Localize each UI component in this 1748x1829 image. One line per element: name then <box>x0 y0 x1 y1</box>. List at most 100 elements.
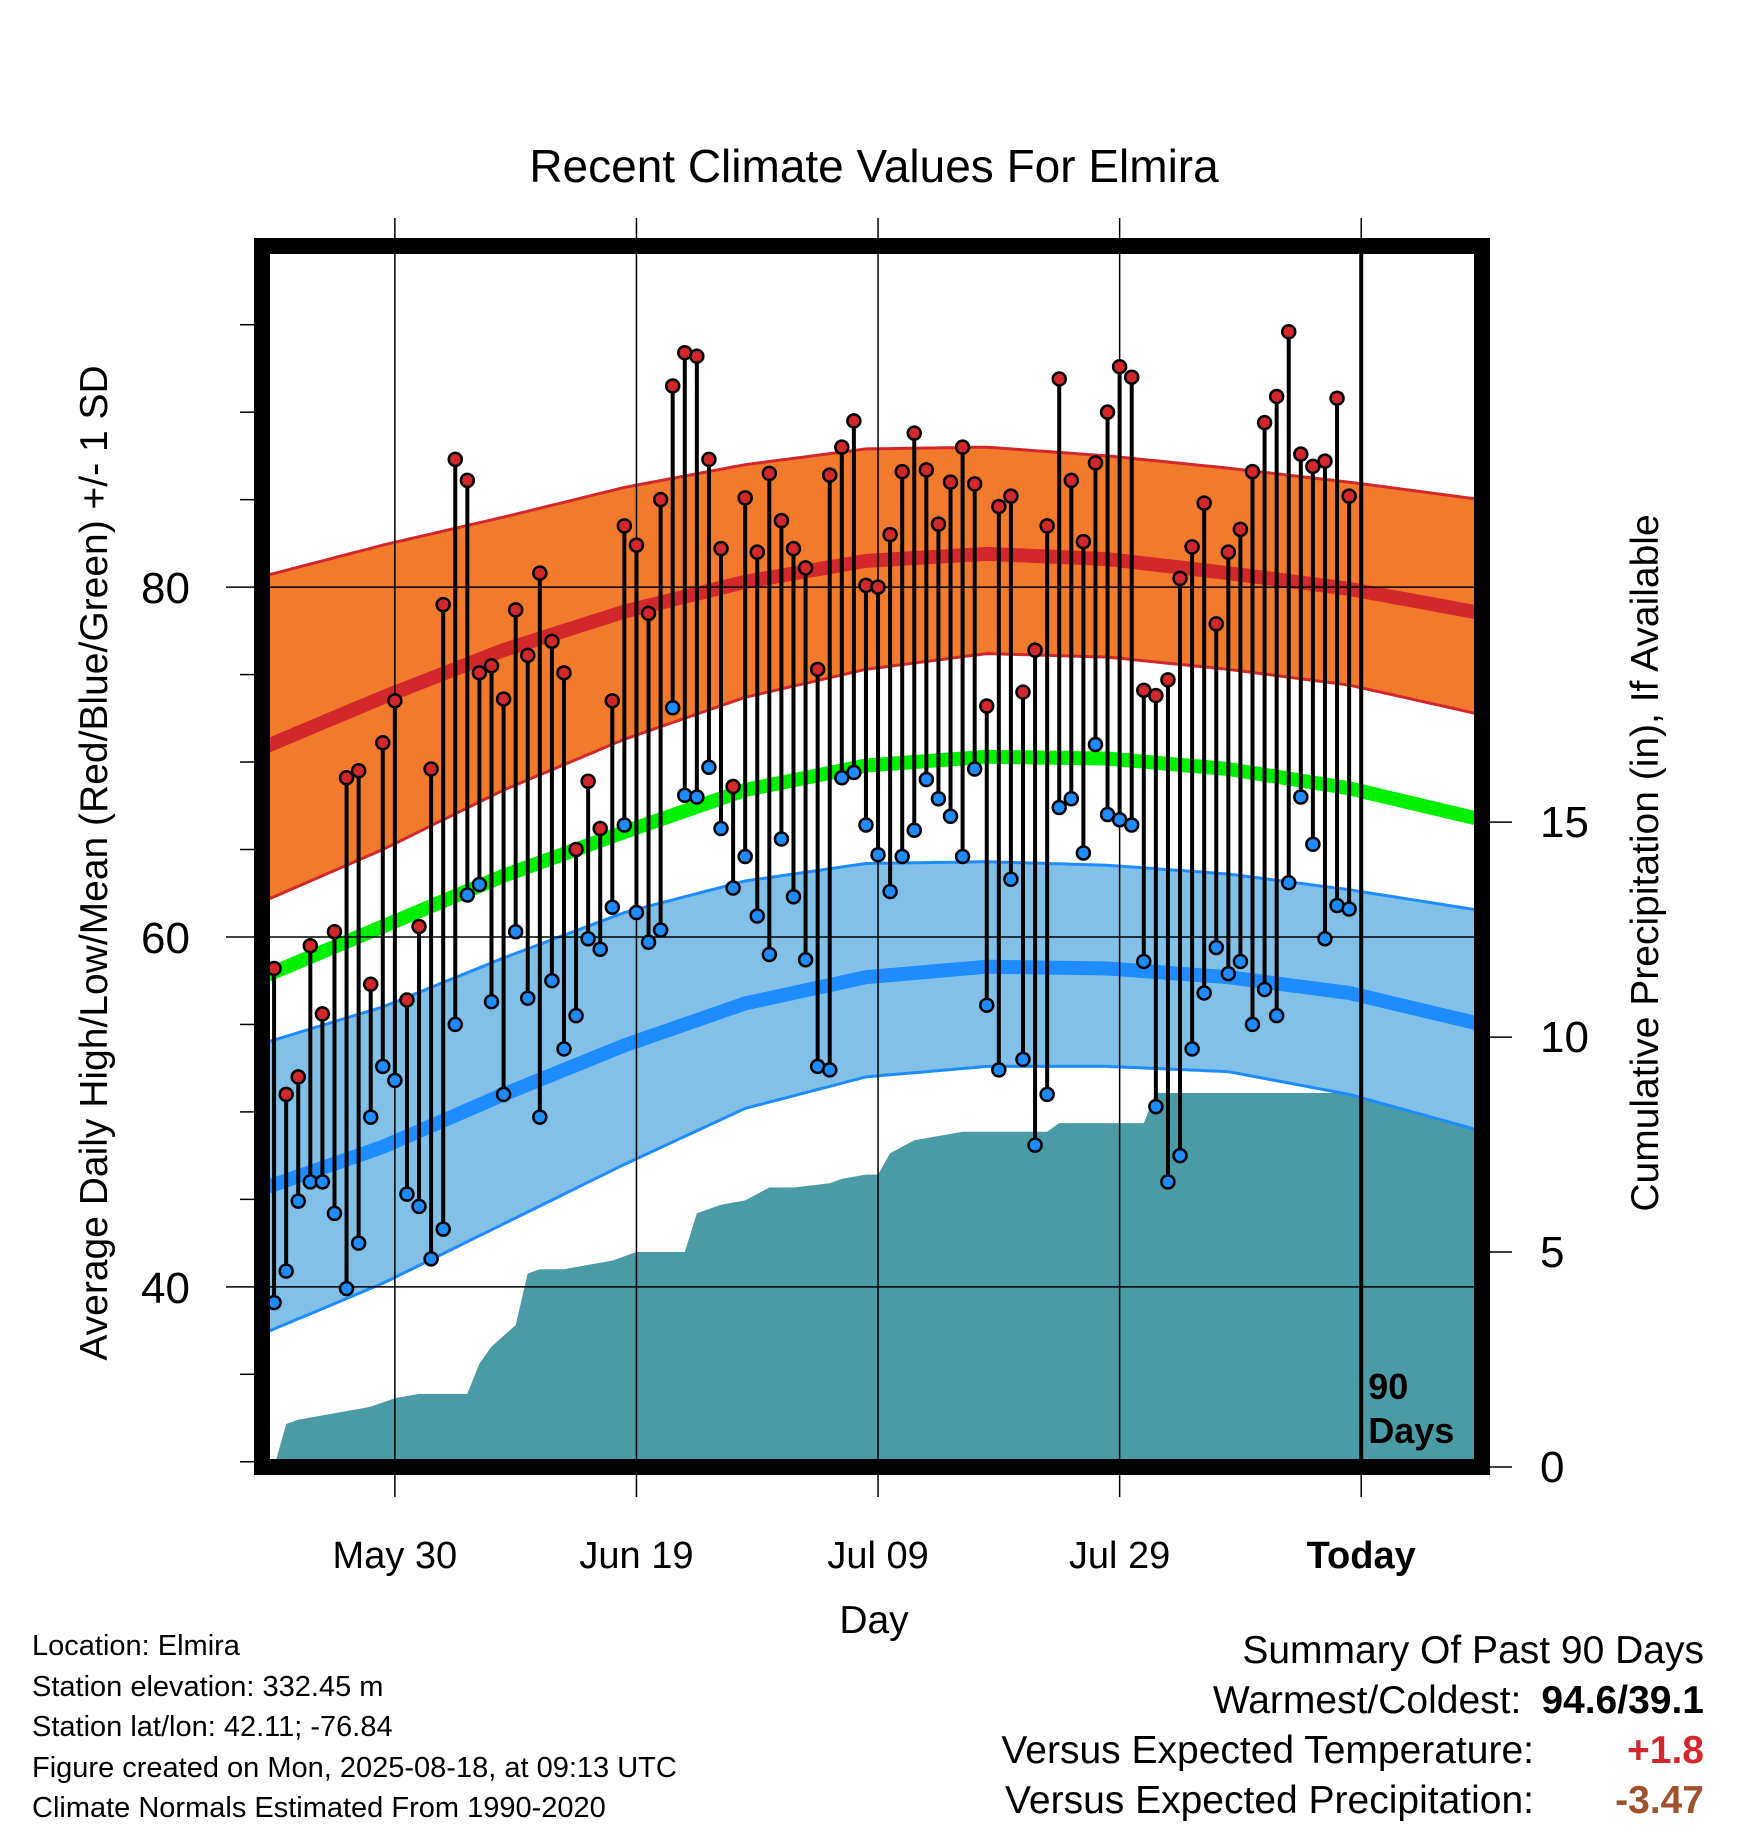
high-point <box>1244 463 1261 480</box>
low-point <box>1256 981 1273 998</box>
warmest-coldest-value: 94.6/39.1 <box>1541 1679 1704 1722</box>
high-point <box>1087 455 1104 471</box>
low-point <box>1208 939 1225 956</box>
high-point <box>519 647 536 664</box>
low-point <box>713 820 729 837</box>
high-point <box>870 579 886 595</box>
high-point <box>1148 687 1164 704</box>
low-point <box>278 1263 294 1279</box>
high-point <box>979 698 995 714</box>
created-text: Figure created on Mon, 2025-08-18, at 09… <box>32 1751 677 1784</box>
low-point <box>1063 791 1080 807</box>
latlon-text: Station lat/lon: 42.11; -76.84 <box>32 1711 393 1743</box>
high-point <box>507 602 524 618</box>
y-axis-label: Average Daily High/Low/Mean (Red/Blue/Gr… <box>73 365 116 1360</box>
low-point <box>628 904 645 921</box>
low-point <box>544 972 560 989</box>
y2-tick-label: 10 <box>1540 1013 1589 1062</box>
low-point <box>471 876 488 893</box>
high-point <box>725 778 741 795</box>
high-point <box>1268 388 1285 405</box>
high-point <box>1196 495 1212 511</box>
high-point <box>991 498 1007 515</box>
low-point <box>483 993 500 1010</box>
high-point <box>302 937 319 954</box>
low-point <box>387 1072 403 1089</box>
low-point <box>858 817 874 833</box>
low-point <box>447 1016 464 1033</box>
days-marker-label: 90 <box>1368 1366 1408 1407</box>
low-point <box>519 990 536 1006</box>
low-point <box>1317 930 1333 947</box>
normals-text: Climate Normals Estimated From 1990-2020 <box>32 1792 606 1824</box>
high-point <box>882 526 898 543</box>
high-point <box>834 439 850 455</box>
low-point <box>870 847 886 863</box>
high-point <box>1099 404 1116 420</box>
high-point <box>387 693 403 709</box>
x-tick-label: Today <box>1307 1535 1416 1577</box>
low-point <box>604 899 621 915</box>
high-point <box>1063 472 1080 489</box>
low-point <box>749 908 765 924</box>
high-point <box>749 544 765 560</box>
high-point <box>375 735 391 751</box>
low-point <box>1341 901 1357 917</box>
high-point <box>290 1069 306 1085</box>
low-point <box>507 923 524 940</box>
y-tick-label: 80 <box>141 564 190 613</box>
low-point <box>338 1280 355 1297</box>
high-point <box>411 918 427 935</box>
low-point <box>1184 1041 1200 1057</box>
high-point <box>1075 533 1092 550</box>
high-point <box>846 413 862 429</box>
high-point <box>423 761 439 777</box>
high-point <box>1160 672 1176 688</box>
high-point <box>338 770 355 786</box>
low-point <box>1039 1086 1055 1103</box>
low-point <box>435 1221 451 1237</box>
low-point <box>882 883 898 900</box>
high-point <box>604 693 621 709</box>
low-point <box>592 941 608 957</box>
low-point <box>399 1186 415 1202</box>
low-point <box>1123 817 1140 833</box>
low-point <box>362 1109 379 1125</box>
low-point <box>991 1062 1007 1078</box>
low-point <box>568 1007 584 1024</box>
y-tick-label: 60 <box>141 914 190 963</box>
low-point <box>701 759 717 776</box>
low-upper-edge <box>262 860 1482 1046</box>
low-lower-edge <box>262 1064 1482 1336</box>
high-point <box>592 820 608 837</box>
y2-axis-label: Cumulative Precipitation (in), If Availa… <box>1624 514 1667 1211</box>
high-point <box>1184 539 1200 555</box>
low-point <box>532 1109 548 1125</box>
high-point <box>459 472 476 489</box>
high-point <box>580 773 596 790</box>
low-point <box>942 808 959 825</box>
x-tick-label: Jul 09 <box>827 1535 928 1577</box>
low-point <box>1160 1174 1176 1190</box>
low-point <box>906 822 923 839</box>
high-point <box>1232 521 1249 538</box>
low-point <box>737 848 753 865</box>
low-point <box>979 997 995 1013</box>
y2-tick-label: 15 <box>1540 798 1589 847</box>
high-point <box>362 976 379 992</box>
low-point <box>1136 953 1152 970</box>
high-point <box>821 467 838 483</box>
low-point <box>375 1058 391 1075</box>
x-axis-label: Day <box>839 1599 909 1642</box>
high-point <box>737 490 753 506</box>
low-point <box>1075 845 1092 861</box>
days-marker-label: Days <box>1368 1410 1454 1451</box>
low-point <box>664 700 681 716</box>
high-point <box>1027 642 1043 658</box>
low-point <box>846 764 862 781</box>
high-point <box>701 451 717 468</box>
chart-title: Recent Climate Values For Elmira <box>529 140 1219 192</box>
low-point <box>580 930 596 947</box>
low-point <box>459 887 476 903</box>
